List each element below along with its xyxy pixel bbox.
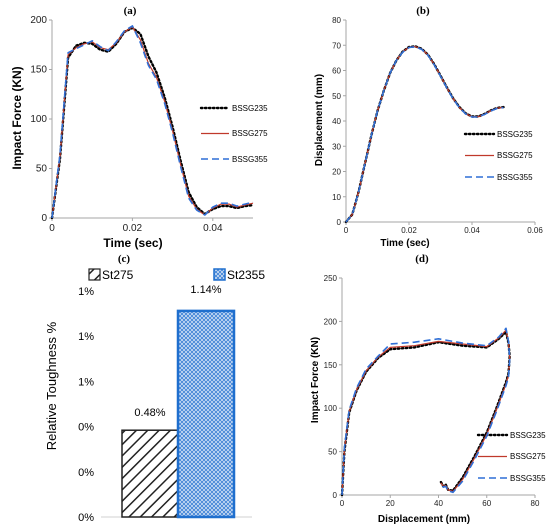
chart-c-bar-st275 [121,429,179,518]
chart-c-y-tick-label: 0% [78,512,94,524]
chart-a-series-bssg275 [51,26,254,219]
chart-c-bar-label-st275: 0.48% [134,407,165,419]
chart-d-x-tick-label: 20 [386,499,395,508]
chart-b-series-bssg355 [345,45,504,223]
chart-b-legend-label-bssg355: BSSG355 [497,173,533,182]
chart-d-y-tick-label: 150 [324,361,338,370]
chart-b-y-tick-label: 80 [332,16,341,25]
panel-label-d: (d) [415,253,429,265]
chart-c-y-tick-label: 0% [78,422,94,434]
chart-d-legend-label-bssg275: BSSG275 [510,452,546,461]
chart-b-y-tick-label: 50 [332,92,341,101]
chart-a-x-tick-label: 0 [49,223,55,234]
chart-b-ylabel: Displacement (mm) [314,74,325,166]
chart-b-legend-label-bssg235: BSSG235 [497,130,533,139]
panel-label-c: (c) [118,253,131,265]
chart-a-y-tick-label: 150 [30,65,47,76]
chart-a-xlabel: Time (sec) [103,236,162,250]
chart-d-x-tick-label: 40 [434,499,443,508]
chart-b-y-tick-label: 70 [332,41,341,50]
chart-a-ylabel: Impact Force (KN) [10,66,24,169]
chart-a-y-tick-label: 50 [36,164,48,175]
chart-b-x-tick-label: 0.06 [527,226,543,235]
chart-d-y-tick-label: 0 [333,491,338,500]
chart-d-y-tick-label: 200 [324,317,338,326]
chart-b-y-tick-label: 0 [337,218,342,227]
chart-d-x-tick-label: 80 [531,499,540,508]
chart-c-y-tick-label: 1% [78,286,94,298]
chart-c-ylabel: Relative Toughness % [44,321,59,450]
chart-b-x-tick-label: 0.02 [401,226,417,235]
chart-b-xlabel: Time (sec) [380,238,429,249]
chart-d-y-tick-label: 50 [328,448,337,457]
chart-b-y-tick-label: 30 [332,142,341,151]
chart-b-x-tick-label: 0.04 [464,226,480,235]
chart-a-series-bssg355 [51,25,254,219]
chart-a-legend-label-bssg275: BSSG275 [232,129,268,138]
panel-label-b: (b) [416,5,430,17]
chart-c-y-tick-label: 0% [78,467,94,479]
chart-d-x-tick-label: 60 [482,499,491,508]
chart-d-xlabel: Displacement (mm) [378,514,470,525]
chart-d-series-bssg235 [340,330,511,497]
chart-c-bar-label-st2355: 1.14% [190,284,221,296]
chart-c-y-tick-label: 1% [78,376,94,388]
chart-c-y-tick-label: 1% [78,331,94,343]
chart-b-y-tick-label: 40 [332,117,341,126]
chart-a-y-tick-label: 200 [30,15,47,26]
chart-b-y-tick-label: 10 [332,193,341,202]
chart-c-legend-label-st275: St275 [102,268,134,282]
chart-d-legend-label-bssg355: BSSG355 [510,474,546,483]
chart-c-legend-swatch-st2355 [213,268,226,281]
chart-a-y-tick-label: 100 [30,114,47,125]
chart-b-x-tick-label: 0 [344,226,349,235]
chart-c-legend-swatch-st275 [88,268,101,281]
chart-b-y-tick-label: 60 [332,67,341,76]
panel-label-a: (a) [124,5,137,17]
chart-d-y-tick-label: 100 [324,404,338,413]
chart-a-series-bssg235 [50,26,255,220]
chart-d-legend-label-bssg235: BSSG235 [510,431,546,440]
chart-d-x-tick-label: 0 [340,499,345,508]
chart-b-legend-label-bssg275: BSSG275 [497,151,533,160]
chart-c-bar-st2355 [176,309,236,519]
chart-d-series-bssg275 [341,329,511,496]
chart-a-x-tick-label: 0.02 [123,223,143,234]
chart-d-y-tick-label: 250 [324,274,338,283]
chart-c-legend-label-st2355: St2355 [227,268,265,282]
chart-a-x-tick-label: 0.04 [203,223,223,234]
chart-a-legend-label-bssg355: BSSG355 [232,155,268,164]
chart-b-y-tick-label: 20 [332,168,341,177]
chart-d-series-bssg355 [341,327,511,496]
chart-a-y-tick-label: 0 [41,213,47,224]
chart-a-legend-label-bssg235: BSSG235 [232,104,268,113]
chart-d-ylabel: Impact Force (KN) [310,337,321,423]
